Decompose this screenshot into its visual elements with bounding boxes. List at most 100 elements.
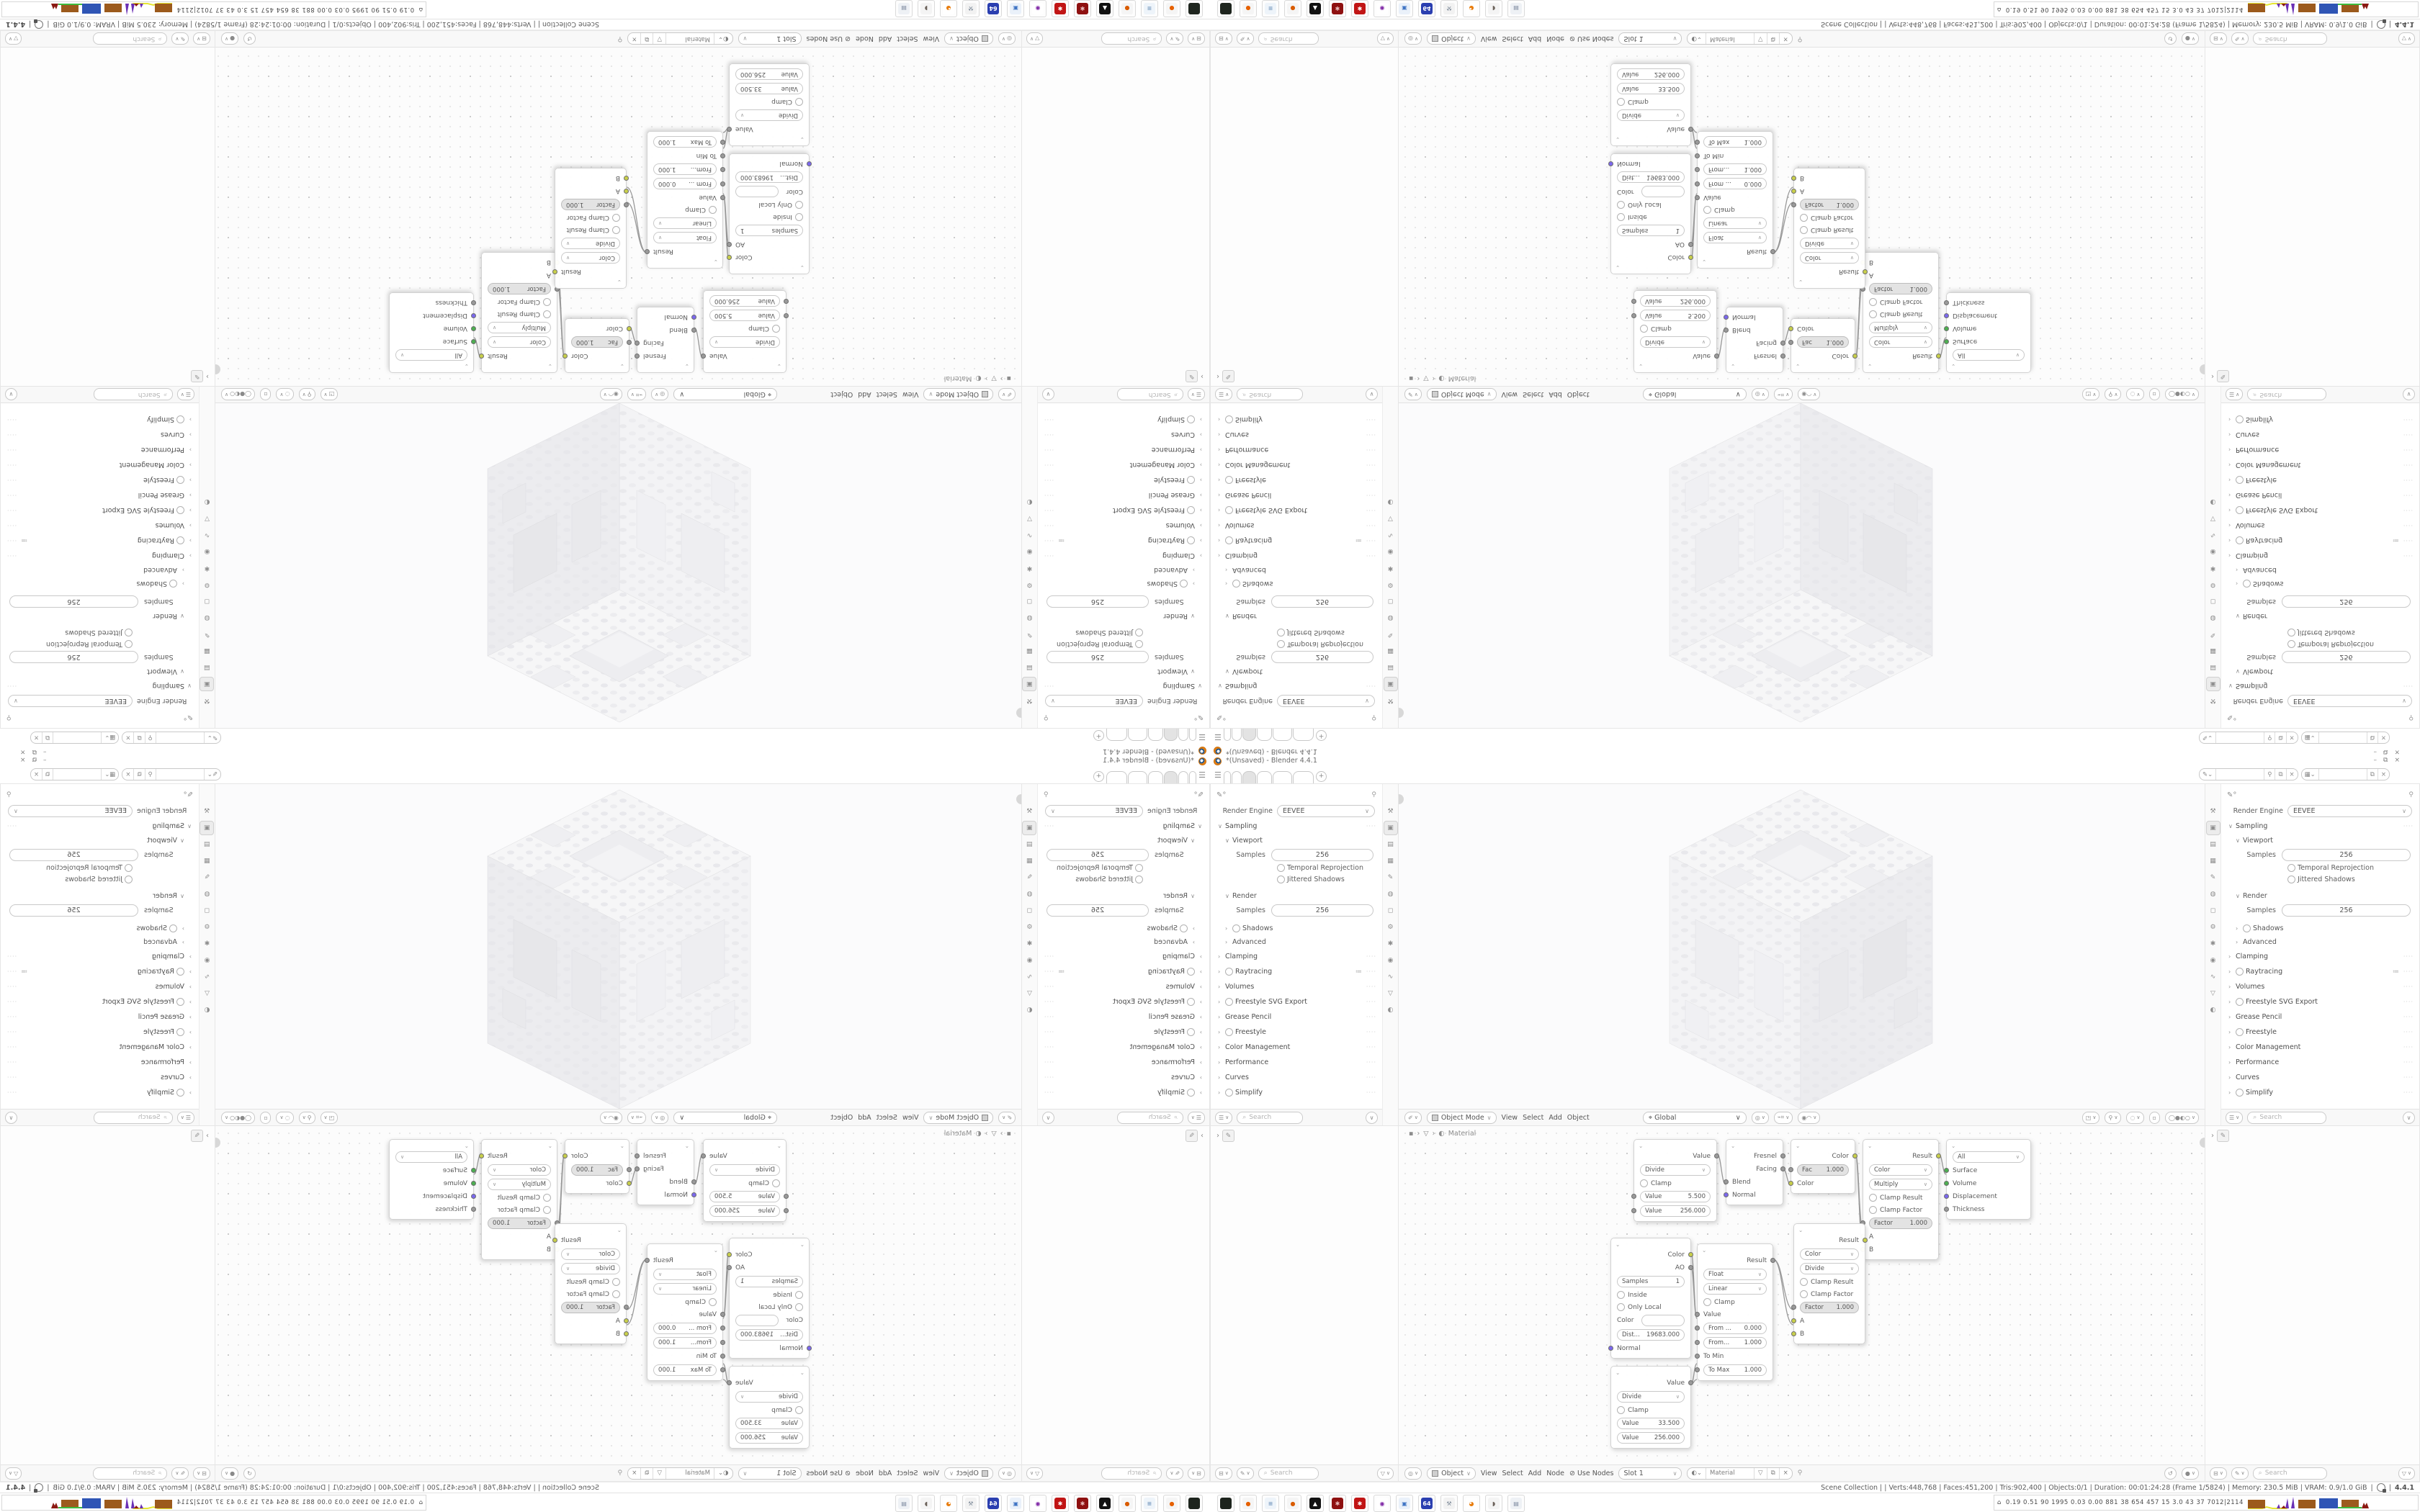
property-row[interactable]: › Shadows xyxy=(2236,580,2284,588)
node-socket[interactable] xyxy=(701,1153,706,1158)
node-row[interactable]: From ... 0.000 xyxy=(647,1321,725,1336)
node-socket[interactable] xyxy=(471,339,476,344)
node-socket[interactable] xyxy=(1714,1153,1719,1158)
checkbox[interactable] xyxy=(1187,476,1195,484)
node-row[interactable]: From... 1.000 xyxy=(1695,1336,1773,1350)
taskbar-icon-firefox-2[interactable]: ● xyxy=(1119,0,1136,17)
node-row[interactable]: Inside xyxy=(730,211,809,223)
properties-tab-icon[interactable]: ▣ xyxy=(200,677,215,691)
properties-tab-icon[interactable]: ◉ xyxy=(1387,548,1394,555)
properties-tab-icon[interactable]: ∿ xyxy=(1026,531,1033,539)
node-row[interactable]: Value 256.000 xyxy=(704,294,789,308)
taskbar-icon-remote-desktop[interactable]: ▣ xyxy=(1396,1495,1413,1512)
properties-tab-icon[interactable]: ▤ xyxy=(1026,841,1033,848)
property-row[interactable]: ∨ Sampling ···· xyxy=(2228,822,2414,830)
node-socket[interactable] xyxy=(1788,1167,1793,1172)
properties-tab-icon[interactable]: ✱ xyxy=(1026,564,1033,572)
property-row[interactable]: ∨ Render xyxy=(1163,612,1195,620)
checkbox[interactable] xyxy=(2236,968,2244,976)
mode-select[interactable]: Object Mode ∨ xyxy=(1426,1111,1497,1124)
node-row[interactable]: Clamp Factor xyxy=(1863,1204,1938,1216)
node-row[interactable]: Fac 1.000 xyxy=(1788,1163,1855,1177)
properties-tab-icon[interactable]: ▦ xyxy=(1026,647,1033,654)
properties-tab-icon[interactable]: ◐ xyxy=(1026,498,1033,505)
menu-add[interactable]: Add xyxy=(858,390,871,399)
node-row[interactable]: Dist... 19683.000 xyxy=(730,170,809,184)
workspace-tab[interactable] xyxy=(1273,771,1292,783)
checkbox[interactable] xyxy=(2236,415,2244,423)
node-ambient-occlusion[interactable]: ⌄ Color AO Samples 1 Inside Only Local Color Dis… xyxy=(1608,153,1693,274)
property-row[interactable]: › Raytracing ≔ ···· xyxy=(2228,968,2414,976)
node-row[interactable]: AO xyxy=(1611,1261,1693,1274)
shader-node-editor[interactable]: ▪ › ▽ › ◐ Material ⌄ Value Divide ∨ Clamp Val… xyxy=(1398,1125,2205,1482)
property-row[interactable]: › Freestyle SVG Export ···· xyxy=(6,998,192,1006)
node-layer-weight[interactable]: ⌄ Fresnel Facing Blend Normal xyxy=(635,1139,696,1205)
property-row[interactable]: › Volumes ···· xyxy=(1044,521,1202,529)
properties-tab-icon[interactable]: ⚒ xyxy=(1387,808,1394,815)
node-map-range[interactable]: ⌄ Result Float ∨ Linear ∨ Clamp Value From ... 0.… xyxy=(645,1243,725,1381)
collapsed-brush-panel[interactable]: › ✎ xyxy=(2211,1130,2229,1142)
shader-node-editor[interactable]: ▪ › ▽ › ◐ Material ⌄ Value Divide ∨ Clamp Val… xyxy=(215,1125,1022,1482)
node-row[interactable]: B xyxy=(1791,171,1865,184)
filter-button[interactable]: ▽ ∨ xyxy=(1026,1467,1044,1480)
checkbox[interactable] xyxy=(1225,476,1233,484)
checkbox[interactable] xyxy=(125,875,133,883)
checkbox[interactable] xyxy=(1187,1089,1195,1097)
node-row[interactable]: Factor 1.000 xyxy=(1860,1216,1938,1230)
property-row[interactable]: › Raytracing ≔ ···· xyxy=(1218,536,1376,544)
node-row[interactable]: Samples 1 xyxy=(730,1274,809,1289)
snapping-button[interactable]: ⌁⌗ ∨ xyxy=(627,388,647,401)
taskbar-icon-blender[interactable]: ◕ xyxy=(1463,1495,1480,1512)
property-row[interactable]: ∨ Render xyxy=(1225,892,1257,900)
properties-tab-icon[interactable]: ◐ xyxy=(204,1007,210,1014)
property-row[interactable]: › Advanced xyxy=(1154,938,1195,946)
node-collapse-icon[interactable]: ⌄ xyxy=(1868,363,1873,370)
taskbar-icon-inkscape-dark[interactable]: ▲ xyxy=(1096,1495,1113,1512)
property-row[interactable]: › Freestyle ···· xyxy=(1044,476,1202,484)
node-row[interactable]: Samples 1 xyxy=(1611,1274,1690,1289)
taskbar-icon-tools[interactable]: ⚒ xyxy=(962,1495,980,1512)
brush-filter-button[interactable]: ✎ ∨ xyxy=(2231,1467,2249,1480)
property-row[interactable]: › Volumes ···· xyxy=(2228,983,2414,991)
display-mode-button[interactable]: ⊟ ∨ xyxy=(2210,1467,2227,1480)
collapse-button[interactable]: ∨ xyxy=(4,388,17,401)
transform-orientation-select[interactable]: ⌖ Global ∨ xyxy=(673,388,778,401)
node-collapse-icon[interactable]: ⌄ xyxy=(619,363,624,370)
node-row[interactable]: Value xyxy=(1634,1150,1719,1163)
node-row[interactable]: Divide ∨ xyxy=(730,108,809,122)
checkbox[interactable] xyxy=(125,629,133,637)
node-row[interactable]: Only Local xyxy=(1611,199,1690,211)
snap-refresh-button[interactable]: ↺ xyxy=(2164,32,2177,45)
taskbar-icon-settings-red[interactable]: ✱ xyxy=(1351,1495,1368,1512)
render-engine-select[interactable]: EEVEE ∨ xyxy=(1277,695,1375,708)
node-socket[interactable] xyxy=(1780,341,1785,346)
menu-hamburger-icon[interactable]: ☰ xyxy=(1198,732,1206,742)
pin-icon[interactable]: ⚲ xyxy=(144,769,156,780)
node-row[interactable]: Color xyxy=(1791,1150,1857,1163)
node-collapse-icon[interactable]: ⌄ xyxy=(799,1369,805,1376)
node-socket[interactable] xyxy=(1608,1346,1613,1351)
properties-tab-icon[interactable]: ◻ xyxy=(204,598,210,605)
node-map-range[interactable]: ⌄ Result Float ∨ Linear ∨ Clamp Value From ... 0.… xyxy=(1695,131,1775,269)
taskbar-icon-gimp[interactable]: ◗ xyxy=(1485,0,1502,17)
properties-tab-icon[interactable]: ✱ xyxy=(1387,564,1394,572)
node-row[interactable]: Color xyxy=(1611,1248,1693,1261)
search-input[interactable]: ⌕ Search xyxy=(1258,1467,1319,1480)
property-row[interactable]: › Freestyle ···· xyxy=(1218,1028,1376,1036)
menu-view[interactable]: View xyxy=(923,35,940,43)
search-input[interactable]: ⌕ Search xyxy=(1117,388,1183,401)
node-socket[interactable] xyxy=(720,1340,725,1345)
node-row[interactable]: Facing xyxy=(635,336,694,349)
node-row[interactable]: Color xyxy=(727,1248,809,1261)
property-row[interactable]: ∨ Viewport xyxy=(1157,837,1195,845)
search-input[interactable]: ⌕ Search xyxy=(1237,1111,1303,1124)
property-row[interactable]: ∨ Render xyxy=(1225,612,1257,620)
node-socket[interactable] xyxy=(727,127,732,132)
node-socket[interactable] xyxy=(1695,1340,1700,1345)
node-row[interactable]: To Max 1.000 xyxy=(647,1363,725,1377)
node-row[interactable]: Value xyxy=(701,349,786,362)
node-row[interactable]: Value 256.000 xyxy=(1611,67,1690,81)
node-row[interactable]: Value xyxy=(701,1150,786,1163)
node-row[interactable]: A xyxy=(1860,269,1938,282)
properties-tab-icon[interactable]: ▤ xyxy=(2210,841,2216,848)
